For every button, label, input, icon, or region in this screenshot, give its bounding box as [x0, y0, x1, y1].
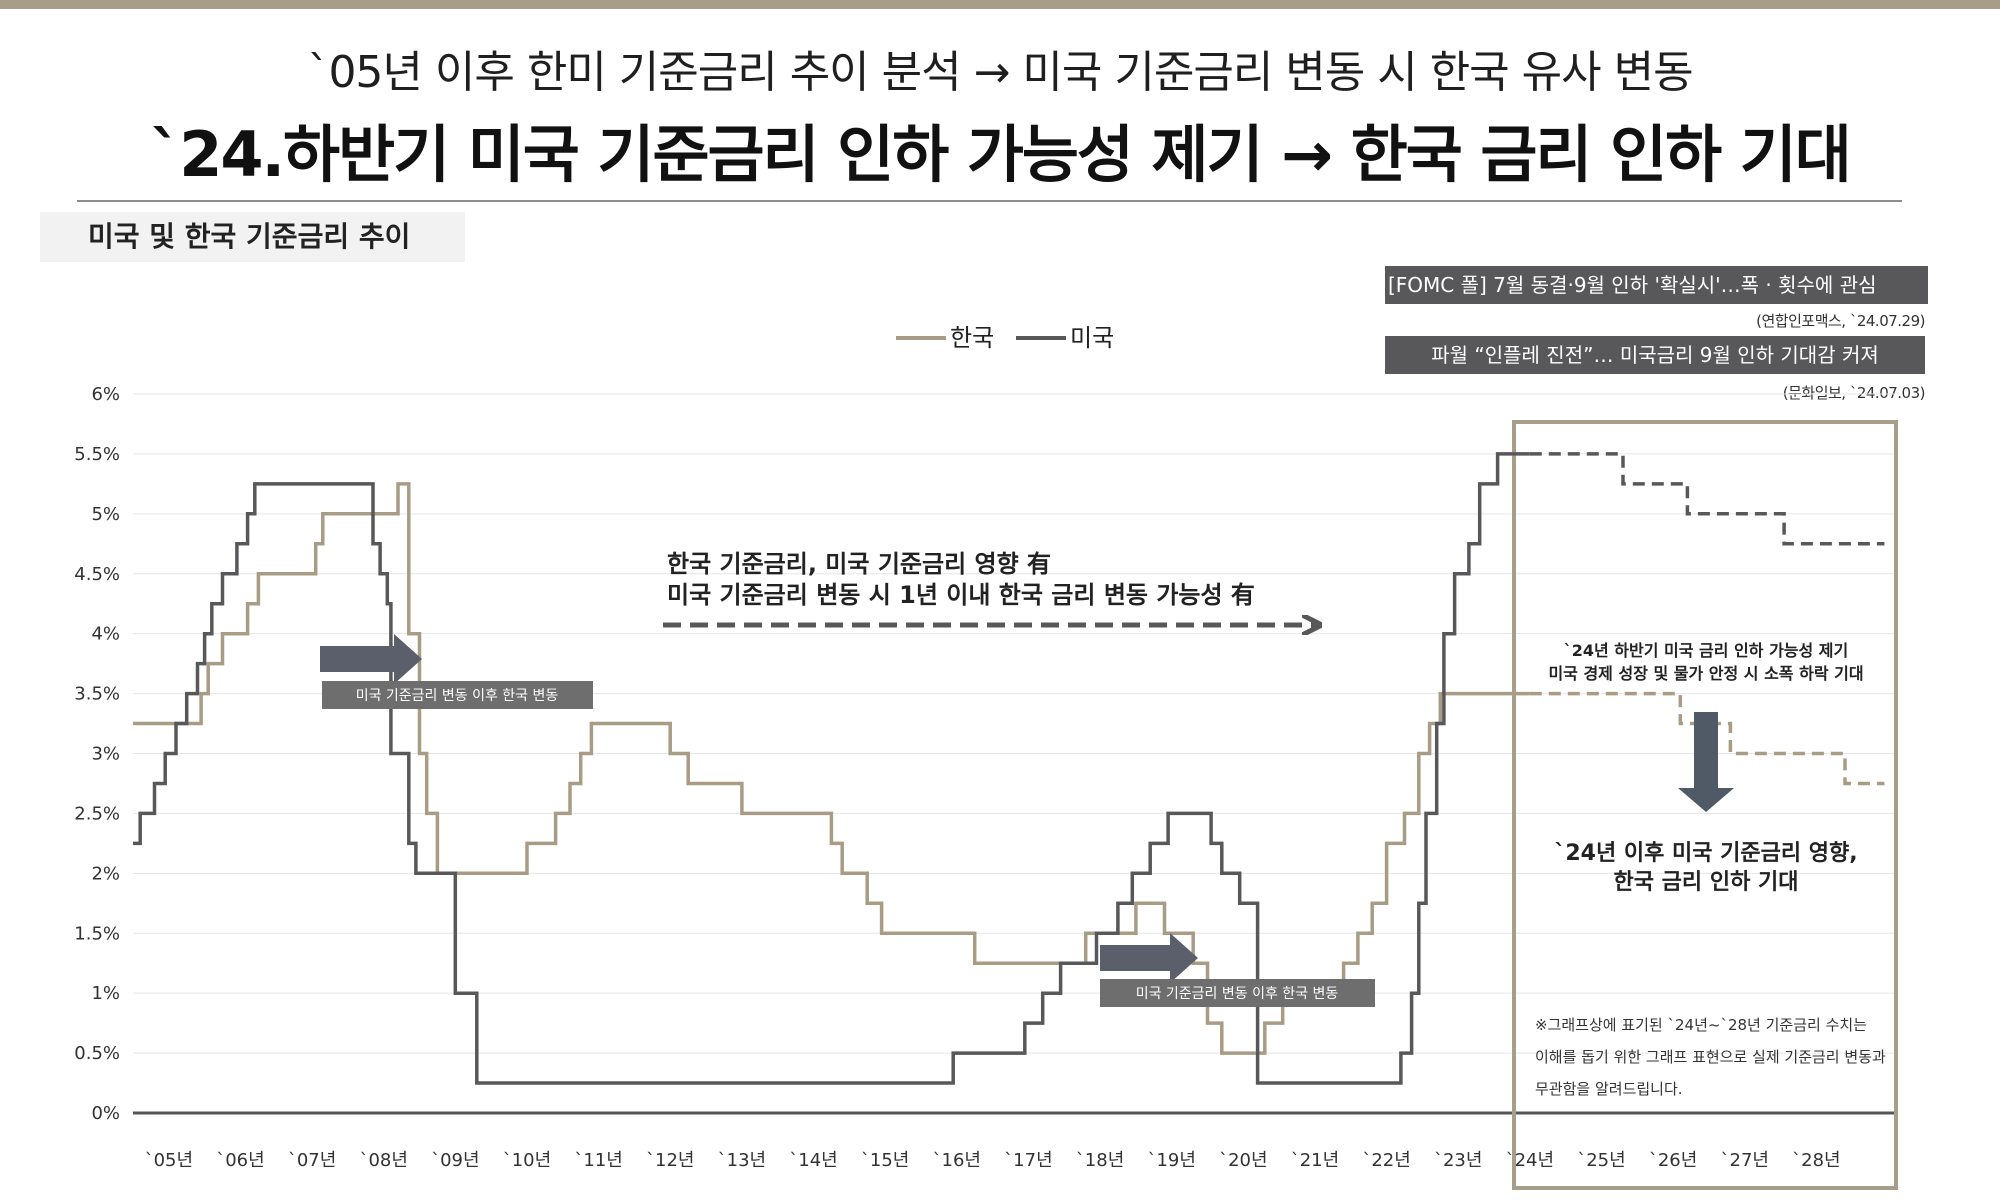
- x-tick-label: `16년: [933, 1150, 981, 1171]
- legend-label-korea: 한국: [950, 324, 994, 352]
- y-tick-label: 1.5%: [74, 923, 120, 944]
- x-tick-label: `27년: [1721, 1150, 1769, 1171]
- y-tick-label: 3%: [91, 744, 120, 765]
- x-axis-ticks: `05년 `06년 `07년 `08년 `09년 `10년 `11년 `12년 `13년 `14년…: [145, 1150, 1841, 1171]
- x-tick-label: `08년: [359, 1150, 407, 1171]
- title-divider: [77, 200, 1902, 202]
- down-arrow: [1678, 712, 1734, 812]
- x-tick-label: `13년: [718, 1150, 766, 1171]
- top-accent-bar: [0, 0, 2000, 9]
- news-source-2: (문화일보, `24.07.03): [1782, 384, 1926, 402]
- series-line-korea: [133, 482, 1530, 1055]
- y-tick-label: 4.5%: [74, 564, 120, 585]
- x-tick-label: `26년: [1649, 1150, 1697, 1171]
- note-line2: 이해를 돕기 위한 그래프 표현으로 실제 기준금리 변동과: [1535, 1048, 1886, 1066]
- y-axis-ticks: 0% 0.5% 1% 1.5% 2% 2.5% 3% 3.5% 4% 4.5% 5% 5.5% 6%: [74, 384, 120, 1124]
- x-tick-label: `17년: [1004, 1150, 1052, 1171]
- y-tick-label: 2.5%: [74, 803, 120, 824]
- lag-label-box-1: [322, 681, 593, 709]
- forecast-text-line2: 미국 경제 성장 및 물가 안정 시 소폭 하락 기대: [1548, 664, 1863, 683]
- y-tick-label: 1%: [91, 983, 120, 1004]
- y-tick-label: 0%: [91, 1103, 120, 1124]
- x-tick-label: `20년: [1219, 1150, 1267, 1171]
- y-tick-label: 3.5%: [74, 684, 120, 705]
- lag-label-2: 미국 기준금리 변동 이후 한국 변동: [1136, 986, 1339, 1002]
- legend-label-usa: 미국: [1070, 324, 1114, 352]
- x-tick-label: `22년: [1362, 1150, 1410, 1171]
- lag-arrow-1: [320, 634, 422, 684]
- x-tick-label: `25년: [1577, 1150, 1625, 1171]
- y-tick-label: 2%: [91, 863, 120, 884]
- x-tick-label: `23년: [1434, 1150, 1482, 1171]
- lag-label-box-2: [1100, 979, 1375, 1007]
- x-tick-label: `11년: [574, 1150, 622, 1171]
- x-tick-label: `28년: [1792, 1150, 1840, 1171]
- x-tick-label: `15년: [861, 1150, 909, 1171]
- forecast-text-line1: `24년 하반기 미국 금리 인하 가능성 제기: [1564, 641, 1849, 660]
- x-tick-label: `07년: [288, 1150, 336, 1171]
- x-tick-label: `05년: [145, 1150, 193, 1171]
- influence-text-line1: 한국 기준금리, 미국 기준금리 영향 有: [667, 550, 1051, 578]
- chart-section-label: 미국 및 한국 기준금리 추이: [40, 212, 465, 262]
- x-tick-label: `12년: [646, 1150, 694, 1171]
- y-tick-label: 5%: [91, 504, 120, 525]
- lag-label-1: 미국 기준금리 변동 이후 한국 변동: [356, 688, 559, 704]
- x-tick-label: `10년: [503, 1150, 551, 1171]
- y-tick-label: 0.5%: [74, 1043, 120, 1064]
- y-tick-label: 4%: [91, 624, 120, 645]
- note-line3: 무관함을 알려드립니다.: [1535, 1080, 1683, 1098]
- y-tick-label: 6%: [91, 384, 120, 405]
- news-headline-2: 파월 “인플레 진전”… 미국금리 9월 인하 기대감 커져: [1385, 336, 1925, 374]
- forecast-highlight-box: [1512, 420, 1898, 1190]
- x-tick-label: `24년: [1506, 1150, 1554, 1171]
- x-tick-label: `09년: [431, 1150, 479, 1171]
- expect-text-line2: 한국 금리 인하 기대: [1614, 870, 1799, 895]
- x-tick-label: `21년: [1291, 1150, 1339, 1171]
- influence-text-line2: 미국 기준금리 변동 시 1년 이내 한국 금리 변동 가능성 有: [667, 581, 1255, 609]
- page-subtitle: `05년 이후 한미 기준금리 추이 분석 → 미국 기준금리 변동 시 한국 …: [307, 47, 1693, 98]
- x-tick-label: `06년: [216, 1150, 264, 1171]
- series-lines: [133, 452, 1885, 1085]
- expect-text-line1: `24년 이후 미국 기준금리 영향,: [1554, 841, 1857, 866]
- lag-arrow-2: [1100, 933, 1198, 983]
- page-headline: `24.하반기 미국 기준금리 인하 가능성 제기 → 한국 금리 인하 기대: [150, 118, 1852, 191]
- forecast-line-usa: [1529, 452, 1885, 546]
- x-tick-label: `18년: [1076, 1150, 1124, 1171]
- chart-legend: 한국 미국: [896, 324, 1114, 352]
- x-tick-label: `19년: [1147, 1150, 1195, 1171]
- forecast-line-korea: [1529, 691, 1885, 786]
- x-tick-label: `14년: [789, 1150, 837, 1171]
- note-line1: ※그래프상에 표기된 `24년~`28년 기준금리 수치는: [1535, 1016, 1867, 1034]
- series-line-usa: [133, 452, 1530, 1085]
- y-tick-label: 5.5%: [74, 444, 120, 465]
- news-headline-1: [FOMC 폴] 7월 동결·9월 인하 '확실시'…폭 · 횟수에 관심: [1385, 266, 1928, 304]
- news-source-1: (연합인포맥스, `24.07.29): [1756, 312, 1925, 330]
